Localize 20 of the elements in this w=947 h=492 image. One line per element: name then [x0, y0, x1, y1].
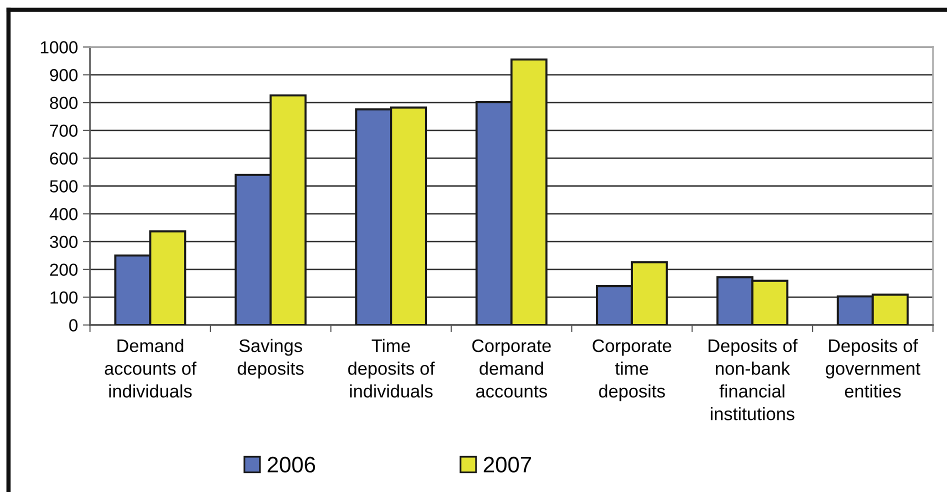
x-tick-label: Time deposits of individuals: [348, 338, 435, 398]
y-tick-label: 100: [50, 291, 78, 304]
x-tick-label: Demand accounts of individuals: [104, 338, 196, 398]
legend-label: 2006: [268, 456, 316, 473]
y-tick-label: 400: [50, 208, 78, 220]
y-tick-label: 0: [69, 319, 78, 332]
x-tick-label: Corporate demand accounts: [472, 339, 551, 398]
y-tick-label: 800: [50, 96, 78, 110]
x-tick-label: Deposits of government entities: [826, 338, 920, 398]
x-tick-label: Corporate time deposits: [592, 339, 672, 402]
legend-label: 2007: [484, 456, 532, 473]
y-tick-label: 1000: [40, 41, 78, 54]
x-tick-label: Deposits of non-bank financial institutions: [708, 338, 798, 420]
x-tick-label: Savings deposits: [238, 338, 304, 378]
y-tick-label: 600: [50, 152, 78, 165]
y-tick-label: 900: [50, 68, 78, 82]
y-tick-label: 700: [50, 124, 78, 137]
y-tick-label: 300: [50, 236, 78, 248]
y-tick-label: 500: [50, 180, 78, 192]
y-tick-label: 200: [50, 264, 78, 276]
